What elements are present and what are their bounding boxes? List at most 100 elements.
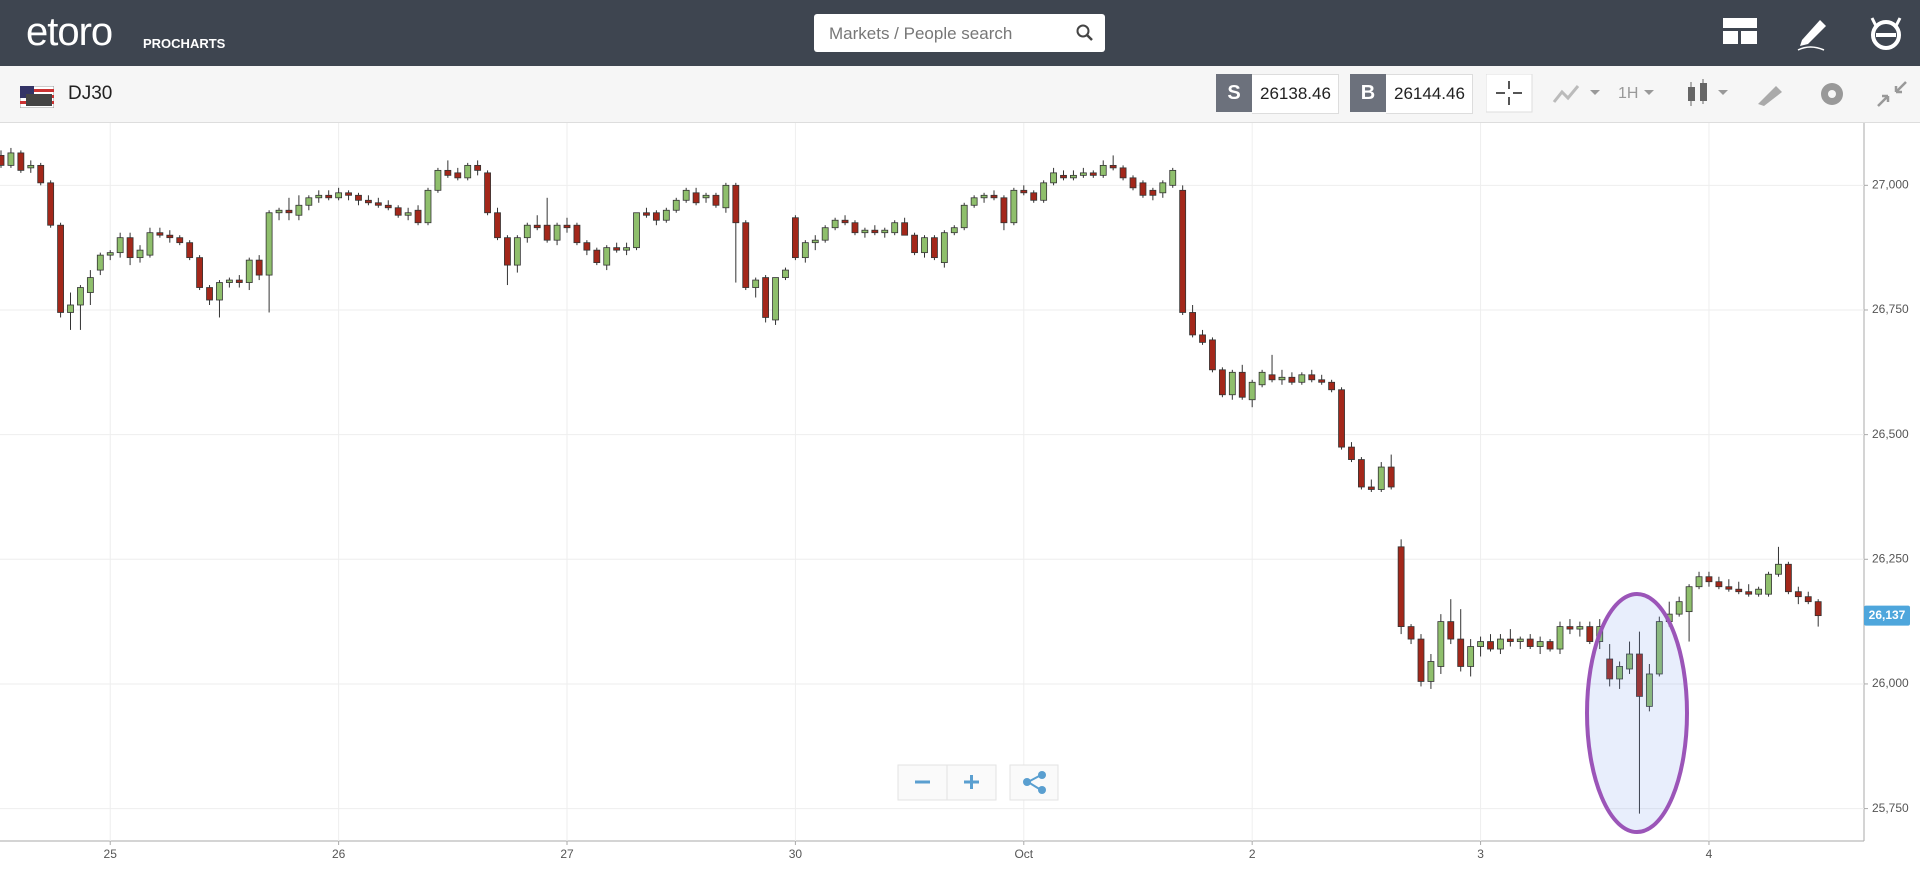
candle-body xyxy=(394,207,402,216)
candle-body xyxy=(1149,189,1157,196)
candle-body xyxy=(1556,626,1564,650)
candle-body xyxy=(643,212,650,216)
candle-body xyxy=(504,237,511,266)
candle-body xyxy=(523,224,531,239)
candle-body xyxy=(106,252,114,256)
candle-body xyxy=(940,232,948,264)
x-tick-label: 30 xyxy=(789,847,803,861)
y-tick-label: 26,250 xyxy=(1872,551,1909,565)
candle-body xyxy=(245,259,253,283)
candle-body xyxy=(454,172,462,179)
buy-label[interactable]: B xyxy=(1350,74,1386,112)
y-tick-label: 26,000 xyxy=(1872,676,1909,690)
candle-body xyxy=(494,212,501,239)
candle-body xyxy=(1060,174,1067,179)
candle-body xyxy=(1079,172,1087,176)
candle-body xyxy=(901,222,909,236)
candle-body xyxy=(782,269,789,278)
candle-body xyxy=(613,247,621,251)
candle-body xyxy=(543,224,551,241)
layout-icon[interactable] xyxy=(1723,18,1757,46)
candle-body xyxy=(1695,576,1703,588)
candle-body xyxy=(1477,641,1484,647)
candle-body xyxy=(1645,673,1653,707)
candle-body xyxy=(1487,641,1494,650)
candle-body xyxy=(732,184,740,224)
candle-body xyxy=(1685,586,1693,613)
timeframe[interactable]: 1H xyxy=(1618,85,1639,102)
candle-body xyxy=(275,209,283,214)
search-icon[interactable] xyxy=(1076,24,1094,42)
candle-body xyxy=(1258,371,1266,386)
buy-price[interactable]: 26144.46 xyxy=(1386,74,1473,114)
candle-body xyxy=(1457,638,1465,667)
candle-body xyxy=(1348,446,1355,460)
candle-body xyxy=(1089,172,1097,176)
candle-body xyxy=(335,192,343,199)
toolbar-icons xyxy=(1486,74,1907,113)
candle-body xyxy=(0,155,5,166)
candle-body xyxy=(384,204,392,209)
candle-body xyxy=(801,242,809,259)
candle-body xyxy=(1119,167,1127,179)
candle-body xyxy=(37,164,45,184)
candle-body xyxy=(1576,626,1584,630)
candle-body xyxy=(1169,169,1177,186)
candle-body xyxy=(513,237,521,266)
sell-label[interactable]: S xyxy=(1216,74,1252,112)
candle-body xyxy=(1218,369,1226,396)
candle-body xyxy=(891,222,899,234)
candle-body xyxy=(1705,576,1713,583)
candle-body xyxy=(235,279,243,283)
candle-body xyxy=(176,237,184,244)
y-tick-label: 26,500 xyxy=(1872,427,1909,441)
candle-body xyxy=(1377,466,1385,490)
candle-body xyxy=(484,172,491,214)
y-tick-label: 26,750 xyxy=(1872,302,1909,316)
candle-body xyxy=(1586,626,1594,642)
candle-body xyxy=(1000,197,1008,224)
x-tick-label: 25 xyxy=(104,847,118,861)
candle-body xyxy=(672,199,680,211)
candle-body xyxy=(1030,192,1038,201)
candle-body xyxy=(67,304,74,313)
candle-body xyxy=(1099,164,1107,176)
candle-body xyxy=(196,257,204,288)
candle-body xyxy=(1248,381,1256,401)
candle-body xyxy=(772,277,779,321)
edit-icon[interactable] xyxy=(1796,14,1830,52)
candle-body xyxy=(990,194,998,199)
candle-body xyxy=(662,209,670,221)
candle-body xyxy=(1655,621,1663,675)
candle-body xyxy=(1159,182,1167,194)
candle-body xyxy=(593,249,601,264)
candle-body xyxy=(1497,638,1504,650)
candle-body xyxy=(980,194,988,199)
candle-body xyxy=(1209,339,1216,371)
candle-body xyxy=(225,279,233,283)
sell-price[interactable]: 26138.46 xyxy=(1252,74,1339,114)
x-tick-label: 2 xyxy=(1249,847,1256,861)
candle-body xyxy=(1318,379,1326,383)
candle-body xyxy=(831,219,839,229)
candle-body xyxy=(1715,581,1723,588)
zoom-controls xyxy=(897,764,1059,801)
search-box[interactable]: Markets / People search xyxy=(814,14,1105,52)
candle-body xyxy=(17,152,25,171)
candle-body xyxy=(1775,563,1782,575)
candle-body xyxy=(1020,189,1028,194)
candle-body xyxy=(603,247,611,266)
candle-body xyxy=(136,249,144,259)
candle-body xyxy=(1298,374,1306,383)
x-tick-label: Oct xyxy=(1014,847,1033,861)
candle-body xyxy=(1566,626,1574,630)
logo[interactable]: etoro xyxy=(26,10,113,54)
candle-body xyxy=(742,222,750,288)
candle-body xyxy=(27,164,35,169)
candle-body xyxy=(1407,626,1415,640)
candle-body xyxy=(1268,374,1276,381)
share[interactable] xyxy=(1009,764,1059,801)
profile-icon[interactable] xyxy=(1866,14,1906,52)
candle-body xyxy=(1794,591,1802,598)
